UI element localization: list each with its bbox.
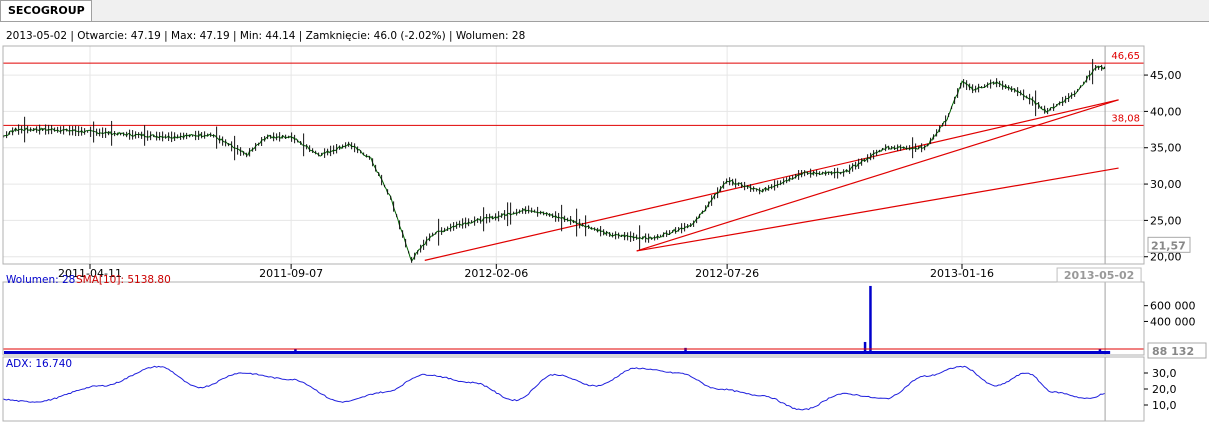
last-value-box — [1147, 236, 1191, 253]
trend-lines — [3, 62, 1144, 261]
volume-last-label: 88 132 — [1152, 345, 1194, 358]
y-tick-label: 40,00 — [1150, 105, 1182, 118]
trend-line — [424, 99, 1119, 261]
adx-line — [3, 365, 1105, 411]
x-tick-label: 2012-07-26 — [695, 267, 759, 280]
volume-panel-frame — [2, 281, 1145, 356]
trend-line — [636, 99, 1119, 252]
x-tick-label: 2013-01-16 — [930, 267, 994, 280]
x-tick-label: 2012-02-06 — [464, 267, 528, 280]
volume-last-box — [1147, 342, 1207, 359]
volume-header-label: Wolumen: 28 — [6, 274, 75, 286]
y-tick-label: 45,00 — [1150, 69, 1182, 82]
adx-y-tick-label: 20,0 — [1152, 383, 1177, 396]
axis-labels: 2011-04-11 2011-09-07 2012-02-06 2012-07-26… — [58, 51, 1207, 412]
volume-y-tick-label: 600 000 — [1150, 300, 1196, 313]
price-level-label: 46,65 — [1111, 51, 1140, 62]
chart-background — [0, 22, 1209, 423]
volume-bar — [1098, 349, 1102, 353]
volume-y-tick-label: 400 000 — [1150, 315, 1196, 328]
volume-bar — [869, 285, 872, 353]
y-tick-label: 20,00 — [1150, 251, 1182, 264]
price-panel-frame — [2, 45, 1145, 265]
volume-baseline — [4, 351, 1111, 354]
adx-y-tick-label: 10,0 — [1152, 399, 1177, 412]
adx-y-tick-label: 30,0 — [1152, 367, 1177, 380]
last-value-label: 21,57 — [1151, 239, 1186, 252]
y-tick-label: 30,00 — [1150, 178, 1182, 191]
grid — [3, 46, 1144, 421]
tab-secogroup[interactable]: SECOGROUP — [0, 0, 92, 21]
volume-bar — [294, 348, 297, 353]
date-marker-label: 2013-05-02 — [1064, 269, 1134, 282]
y-tick-label: 35,00 — [1150, 142, 1182, 155]
chart-svg: 2011-04-11 2011-09-07 2012-02-06 2012-07-26… — [0, 22, 1209, 423]
volume-series — [3, 285, 1144, 354]
trend-line — [636, 167, 1119, 252]
price-series — [3, 58, 1106, 263]
adx-series — [3, 365, 1105, 411]
price-level-label: 38,08 — [1111, 113, 1140, 124]
y-tick-label: 25,00 — [1150, 214, 1182, 227]
volume-header-sma: SMA[10]: 5138.80 — [76, 274, 171, 286]
volume-bar — [684, 347, 687, 353]
volume-bar — [863, 341, 867, 353]
date-marker-box — [1056, 267, 1142, 283]
adx-header: ADX: 16.740 — [6, 358, 72, 370]
price-header: 2013-05-02 | Otwarcie: 47.19 | Max: 47.1… — [6, 30, 525, 42]
chart-area: 2011-04-11 2011-09-07 2012-02-06 2012-07-26… — [0, 22, 1209, 423]
tab-bar: SECOGROUP — [0, 0, 1209, 22]
x-tick-label: 2011-09-07 — [259, 267, 323, 280]
x-tick-label: 2011-04-11 — [58, 267, 122, 280]
